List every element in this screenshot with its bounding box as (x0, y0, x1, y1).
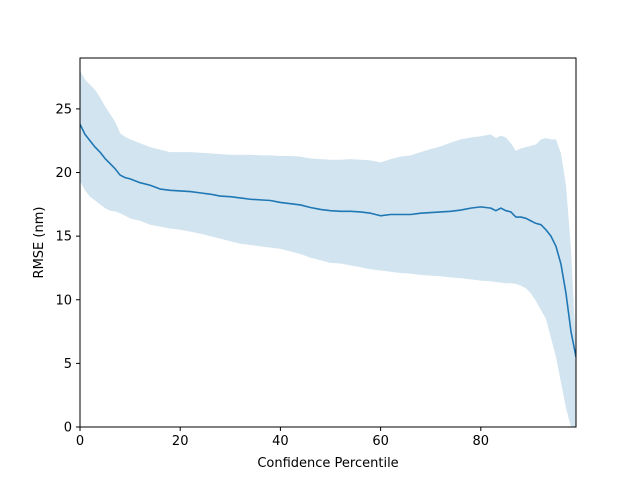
y-tick-label: 5 (64, 357, 72, 372)
confidence-band (80, 70, 576, 427)
series-line-0 (80, 123, 576, 358)
y-tick-label: 0 (64, 421, 72, 436)
y-axis: 0 5 10 15 20 25 (55, 102, 80, 436)
plot-area (80, 70, 576, 427)
y-axis-title: RMSE (nm) (32, 207, 47, 279)
x-axis-title: Confidence Percentile (257, 456, 398, 471)
x-tick-label: 20 (172, 434, 189, 449)
axes-frame (79, 57, 577, 428)
x-tick-label: 40 (272, 434, 289, 449)
x-tick-label: 60 (372, 434, 389, 449)
y-tick-label: 25 (55, 102, 72, 117)
y-tick-label: 15 (55, 230, 72, 245)
x-tick-label: 80 (473, 434, 490, 449)
y-tick-label: 20 (55, 166, 72, 181)
x-tick-label: 0 (76, 434, 84, 449)
x-axis: 0 20 40 60 80 (76, 427, 489, 449)
y-tick-label: 10 (55, 293, 72, 308)
